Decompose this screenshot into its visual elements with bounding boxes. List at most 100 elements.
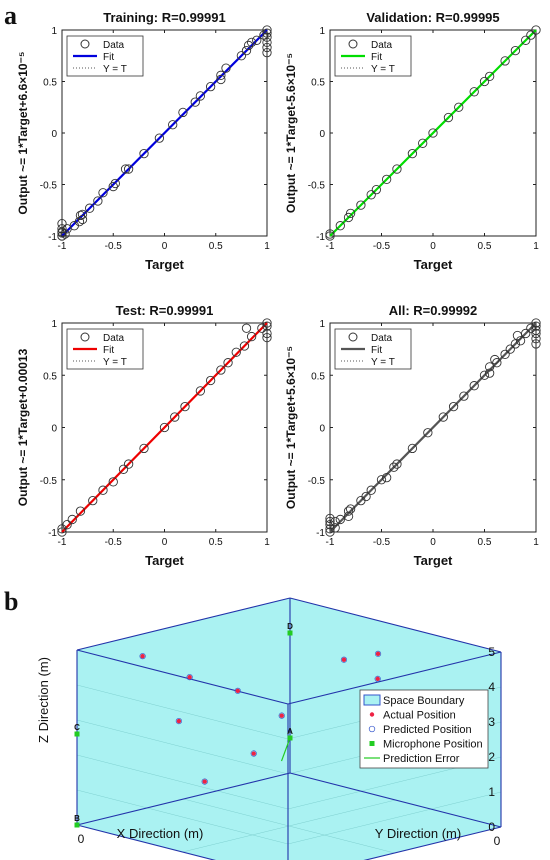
x-axis-label: Target — [145, 257, 184, 272]
data-point — [521, 35, 531, 45]
chart-title: Validation: R=0.99995 — [366, 10, 499, 25]
z-axis-label: Z Direction (m) — [36, 657, 51, 743]
x-tick-label: -1 — [58, 241, 67, 252]
legend-label: Space Boundary — [383, 695, 465, 707]
fit-line — [61, 322, 268, 533]
data-point — [57, 218, 67, 229]
y-tick-label: 0 — [51, 424, 57, 435]
data-point — [392, 164, 402, 174]
legend-microphone-swatch — [369, 741, 375, 746]
data-point — [531, 334, 541, 344]
data-point — [366, 485, 376, 495]
data-point — [170, 412, 180, 422]
data-point — [521, 328, 531, 339]
data-point — [85, 203, 95, 213]
data-point — [108, 181, 118, 192]
data-point — [231, 347, 241, 357]
y-tick-label: 1 — [51, 319, 57, 330]
data-point — [418, 138, 428, 148]
data-point — [110, 178, 120, 189]
data-point — [484, 368, 495, 378]
data-point — [241, 323, 252, 333]
x-tick-label: 1 — [533, 537, 539, 548]
data-point — [531, 25, 541, 35]
y-tick-label: 1 — [51, 26, 57, 37]
data-point — [62, 520, 72, 530]
predicted-position-point — [186, 674, 193, 681]
x-tick-label: 0 — [162, 241, 168, 252]
microphone-marker — [74, 822, 80, 828]
legend-identity-label: Y = T — [371, 357, 395, 368]
predicted-position-point — [278, 712, 285, 719]
x-axis-label: Target — [414, 553, 453, 568]
data-point — [325, 513, 335, 524]
space-boundary-edge — [289, 597, 502, 653]
data-point — [239, 341, 250, 351]
predicted-position-point — [201, 778, 208, 785]
grid-line — [76, 719, 289, 775]
y-tick-label: -1 — [48, 528, 57, 539]
data-point — [325, 520, 335, 530]
legend-fit-label: Fit — [103, 52, 114, 63]
predicted-position-point — [139, 653, 146, 660]
data-point — [500, 56, 510, 66]
z-tick-label: 4 — [488, 680, 495, 694]
data-point — [531, 318, 541, 328]
data-point — [98, 188, 108, 198]
legend-fit-label: Fit — [371, 345, 382, 356]
x-tick-label: 0 — [430, 241, 436, 252]
chart-title: Training: R=0.99991 — [103, 10, 225, 25]
y-tick-label: 0 — [319, 424, 325, 435]
data-point — [343, 506, 354, 516]
data-point — [243, 40, 254, 51]
data-point — [139, 443, 149, 454]
data-point — [262, 48, 272, 58]
panel-label-a: a — [4, 1, 17, 30]
data-point — [123, 459, 134, 469]
x-tick-label: -0.5 — [105, 241, 123, 252]
actual-position-point — [251, 751, 256, 756]
legend-identity-label: Y = T — [371, 64, 395, 75]
data-point — [459, 391, 469, 401]
grid-line — [287, 791, 502, 845]
microphone-marker — [74, 731, 80, 737]
data-point — [330, 516, 340, 527]
space-boundary-edge — [76, 824, 216, 860]
data-point — [356, 200, 366, 210]
x-axis-label: Target — [145, 553, 184, 568]
data-point — [510, 45, 521, 56]
space-boundary-edge — [363, 826, 502, 860]
x-tick-label: -1 — [326, 537, 335, 548]
y-tick-label: 0 — [78, 832, 85, 846]
actual-position-point — [279, 713, 284, 718]
z-tick-label: 0 — [488, 820, 495, 834]
chart-title: Test: R=0.99991 — [116, 303, 214, 318]
chart-title: All: R=0.99992 — [389, 303, 478, 318]
data-point — [190, 97, 200, 107]
data-point — [108, 477, 118, 487]
data-point — [262, 25, 272, 35]
microphone-marker — [287, 735, 293, 741]
panel-label-b: b — [4, 587, 18, 616]
predicted-position-point — [374, 675, 381, 682]
data-point — [345, 208, 356, 218]
fit-line — [329, 29, 537, 237]
x-tick-label: -0.5 — [105, 537, 123, 548]
actual-position-point — [341, 657, 347, 662]
actual-position-point — [140, 653, 145, 659]
predicted-position-point — [250, 750, 257, 757]
y-tick-label: -0.5 — [308, 476, 326, 487]
y-tick-label: -1 — [48, 232, 57, 243]
legend-predicted-swatch — [368, 725, 376, 733]
space-boundary-edge — [287, 651, 502, 705]
data-point — [88, 495, 98, 506]
data-point — [330, 523, 340, 533]
z-tick-label: 3 — [488, 715, 495, 729]
microphone-label: C — [74, 723, 80, 732]
data-point — [531, 321, 541, 331]
legend-identity-label: Y = T — [103, 64, 127, 75]
space-boundary-edge — [76, 597, 291, 651]
data-point — [490, 354, 500, 365]
